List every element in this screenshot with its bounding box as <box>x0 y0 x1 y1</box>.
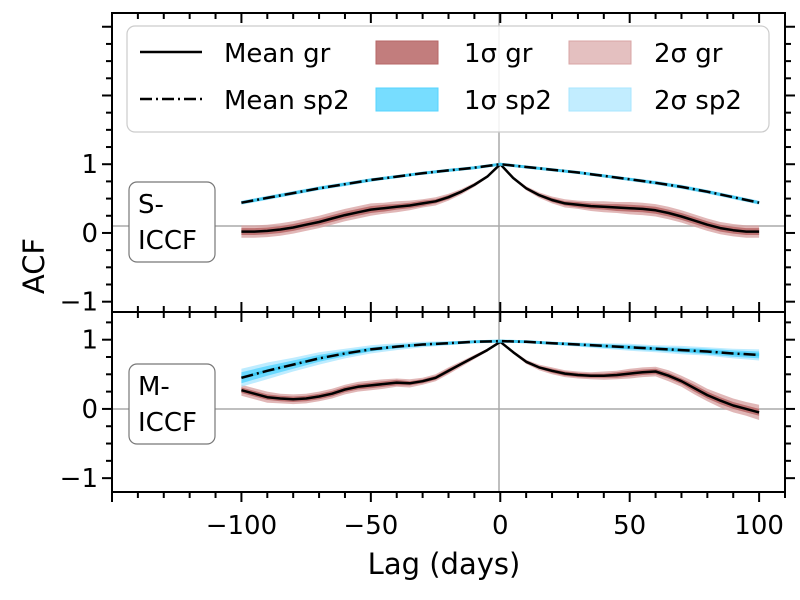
m-iccf-y-ticks: −1 0 1 <box>60 321 795 494</box>
legend-1sigma-gr-swatch <box>375 40 439 65</box>
s-iccf-label-box: S- ICCF <box>128 181 216 263</box>
m-iccf-ytick-label: 1 <box>81 326 98 356</box>
legend-2sigma-gr-swatch <box>568 40 632 65</box>
x-axis-title: Lag (days) <box>368 547 521 581</box>
legend-2sigma-sp2-label: 2σ sp2 <box>654 86 742 116</box>
m-iccf-mean-sp2-line <box>241 339 760 380</box>
legend-2sigma-gr-label: 2σ gr <box>654 39 723 69</box>
legend-mean-gr-label: Mean gr <box>224 39 331 69</box>
s-iccf-label-line1: S- <box>138 190 164 220</box>
s-iccf-bands <box>241 164 760 238</box>
s-iccf-ytick-label: 1 <box>81 150 98 180</box>
s-iccf-mean-sp2-underlay <box>241 162 760 205</box>
x-tick-label: −50 <box>343 511 398 541</box>
x-tick-label: −100 <box>206 511 277 541</box>
m-iccf-frame <box>111 311 786 493</box>
m-iccf-ytick-label: −1 <box>60 464 98 494</box>
legend-1sigma-sp2-swatch <box>375 87 439 112</box>
s-iccf-gr-2sigma-band <box>241 164 760 238</box>
legend-1sigma-sp2-label: 1σ sp2 <box>464 86 552 116</box>
s-iccf-y-ticks: −1 0 1 <box>60 25 795 318</box>
s-iccf-panel: −1 0 1 Mean gr Mean sp2 1σ gr 1σ sp2 2σ gr… <box>60 13 795 318</box>
x-tick-label: 0 <box>492 511 509 541</box>
s-iccf-sp2-1sigma-band <box>241 164 760 205</box>
s-iccf-label-line2: ICCF <box>138 226 197 256</box>
s-iccf-ytick-label: 0 <box>81 219 98 249</box>
x-tick-label: 50 <box>613 511 646 541</box>
s-iccf-gr-1sigma-band <box>241 164 760 235</box>
s-iccf-label-frame <box>128 181 216 263</box>
m-iccf-label-line1: M- <box>138 372 170 402</box>
m-iccf-sp2-2sigma-band <box>241 340 760 387</box>
x-tick-label: 100 <box>734 511 784 541</box>
m-iccf-label-line2: ICCF <box>138 408 197 438</box>
legend-mean-sp2-label: Mean sp2 <box>224 86 350 116</box>
s-iccf-ytick-label: −1 <box>60 288 98 318</box>
m-iccf-label-frame <box>128 363 216 445</box>
s-iccf-mean-sp2-line <box>241 162 760 204</box>
y-axis-title: ACF <box>17 238 51 294</box>
m-iccf-ytick-label: 0 <box>81 395 98 425</box>
s-iccf-sp2-2sigma-band <box>241 164 760 205</box>
legend-2sigma-sp2-swatch <box>568 87 632 112</box>
legend-1sigma-gr-label: 1σ gr <box>464 39 533 69</box>
m-iccf-lines <box>241 339 760 414</box>
m-iccf-bands <box>241 340 760 420</box>
legend: Mean gr Mean sp2 1σ gr 1σ sp2 2σ gr 2σ s… <box>126 25 770 133</box>
s-iccf-lines <box>241 162 760 233</box>
m-iccf-panel: −1 0 1 M- ICCF <box>60 312 795 494</box>
m-iccf-label-box: M- ICCF <box>128 363 216 445</box>
